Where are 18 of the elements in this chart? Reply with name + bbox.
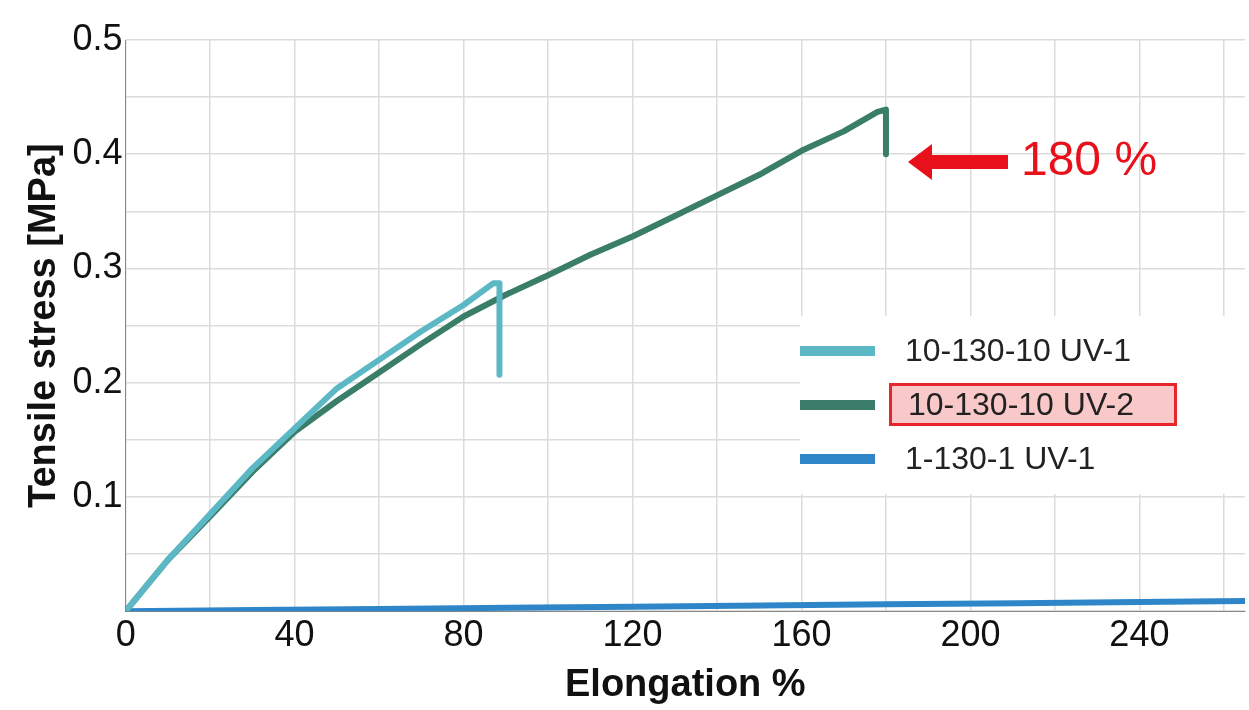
y-tick-label: 0.1 xyxy=(72,473,123,515)
annotation: 180 % xyxy=(1020,132,1158,186)
y-axis-title: Tensile stress [MPa] xyxy=(21,143,64,508)
x-tick-label: 120 xyxy=(602,612,663,654)
legend-label: 1-130-1 UV-1 xyxy=(905,440,1096,478)
y-tick-label: 0.3 xyxy=(72,245,123,287)
x-tick-label: 0 xyxy=(115,612,136,654)
x-axis-title: Elongation % xyxy=(564,661,806,704)
x-tick-label: 160 xyxy=(771,612,832,654)
legend-label: 10-130-10 UV-1 xyxy=(905,332,1131,370)
x-tick-label: 40 xyxy=(274,612,315,654)
y-tick-label: 0.5 xyxy=(72,16,123,58)
x-tick-label: 200 xyxy=(940,612,1001,654)
highlight-box: 10-130-10 UV-2 xyxy=(889,383,1177,427)
x-tick-label: 240 xyxy=(1109,612,1170,654)
x-tick-label: 80 xyxy=(443,612,484,654)
y-tick-label: 0.4 xyxy=(72,131,123,173)
y-tick-label: 0.2 xyxy=(72,359,123,401)
